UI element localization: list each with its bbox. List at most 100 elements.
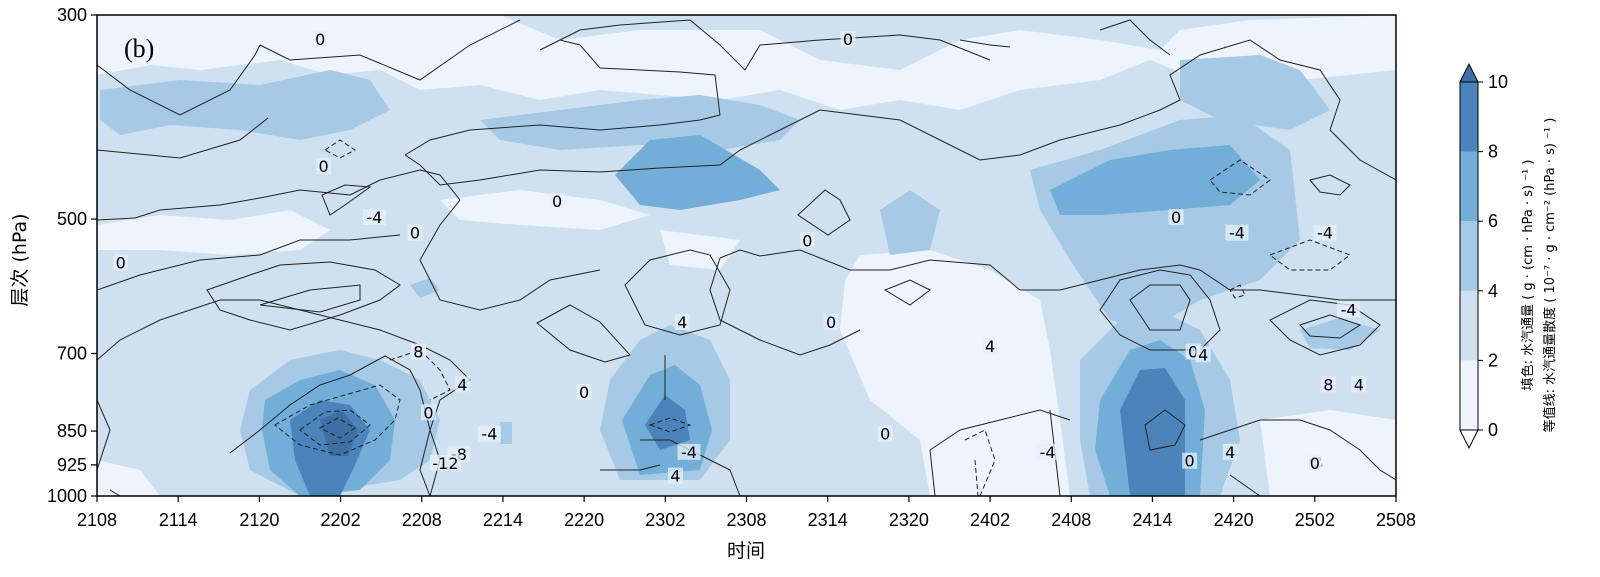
contour-label-bg [407,224,423,241]
contour-label: 0 [579,383,589,402]
contour-label-bg [677,443,701,460]
contour-line-zero [1144,409,1186,451]
colorbar-fill-label: 填色: 水汽通量 ( g · (cm · hPa · s) ⁻¹ ) [1520,160,1536,391]
contour-label: -4 [1317,224,1333,243]
contour-label: -4 [366,208,382,227]
colorbar: 0 2 4 6 8 10 [1459,62,1508,450]
contour-label-bg [113,254,129,271]
fill-level-4-6-region [410,278,440,298]
fill-level-4-6-region [480,95,800,150]
fill-level-0-2-region [1260,410,1396,496]
fill-level-above-10-region [320,410,358,456]
x-tick-label: 2314 [808,510,848,530]
fill-level-4-6-region [1300,318,1380,350]
x-tick-label: 2220 [564,510,604,530]
fill-level-4-6-region [1180,55,1330,130]
contour-label: 4 [670,467,680,486]
contour-label-bg [1222,443,1238,460]
contour-line-zero [719,249,1396,301]
contour-line-negative [648,417,692,433]
fill-level-0-2-region [840,250,1070,496]
contour-line-zero [206,261,401,331]
contour-label: 0 [1310,454,1320,473]
y-tick-label: 300 [57,5,87,25]
contour-line-zero [259,19,521,81]
contour-label-bg [1036,443,1060,460]
contour-label-bg [1225,224,1249,241]
y-tick-label: 500 [57,209,87,229]
contour-line-zero [883,279,931,306]
x-tick-label: 2302 [645,510,685,530]
contour-label: 0 [116,253,126,272]
contour-label: 0 [315,30,325,49]
contour-line-zero [97,117,269,159]
contour-label: 0 [410,224,420,243]
contour-line-negative [1229,284,1246,299]
x-tick-label: 2214 [483,510,523,530]
x-tick-label: 2408 [1051,510,1091,530]
contour-label: -4 [481,425,497,444]
contour-line-zero [321,184,372,216]
fill-level-6-8-region [1050,145,1260,215]
contour-line-zero [97,234,401,291]
contour-line-negative [274,384,401,456]
contour-label: -4 [681,443,697,462]
x-tick-label: 2420 [1214,510,1254,530]
contour-label: 0 [552,192,562,211]
contour-line-negative [964,429,996,496]
colorbar-tick-label: 0 [1488,420,1498,440]
colorbar-tick-label: 4 [1488,281,1498,301]
contour-label: 0 [319,157,329,176]
contour-label: 4 [1198,345,1208,364]
x-axis: 2108 2114 2120 2202 2208 2214 2220 2302 2308 2314… [77,496,1416,530]
contour-line-zero [797,189,851,236]
negative-divergence-contours [274,139,1352,496]
x-tick-label: 2320 [889,510,929,530]
contour-line-zero [709,257,861,356]
contour-line-zero [97,44,261,116]
divergence-contours [97,19,1396,496]
colorbar-segment [1460,360,1478,430]
contour-label: -4 [1229,224,1245,243]
contour-label: 0 [423,403,433,422]
contour-line-zero [404,39,1396,186]
x-tick-label: 2402 [970,510,1010,530]
contour-line-zero [404,19,991,156]
contour-label: -4 [1341,300,1357,319]
fill-level-4-6-region [880,190,940,255]
contour-label: 0 [1188,343,1198,362]
contour-label-bg [312,30,328,47]
contour-label-bg [674,313,690,330]
contour-label-bg [1313,224,1337,241]
contour-label: 4 [985,337,995,356]
contour-line-zero [1099,19,1171,56]
contour-label-bg [362,209,386,226]
y-tick-label: 850 [57,421,87,441]
contour-label-bg [667,467,683,484]
fill-level-0-2-region [97,460,160,496]
contour-label-bg [429,454,461,471]
contour-label-bg [1168,209,1184,226]
x-axis-label: 时间 [727,540,765,562]
colorbar-segment [1460,290,1478,361]
colorbar-tick-label: 10 [1488,72,1508,92]
contour-label-bg [1320,376,1336,393]
contour-label-bg [410,343,426,360]
fill-level-0-2-region [440,190,650,230]
x-tick-label: 2114 [159,510,198,530]
colorbar-segment [1460,221,1478,291]
colorbar-contour-label: 等值线: 水汽通量散度 ( 10⁻⁷ · g · cm⁻² (hPa · s) … [1542,118,1558,433]
contour-label: 8 [1323,375,1333,394]
colorbar-segment [1460,82,1478,152]
panel-label: (b) [124,34,154,63]
x-tick-label: 2202 [321,510,361,530]
contour-label-bg [840,30,856,47]
contour-label-bg [982,337,998,354]
contour-line-zero [536,304,631,363]
contour-label: 0 [843,30,853,49]
contour-line-negative [324,139,356,159]
contour-label: -12 [432,454,458,473]
x-tick-label: 2208 [402,510,442,530]
contour-line-zero [1099,269,1221,351]
